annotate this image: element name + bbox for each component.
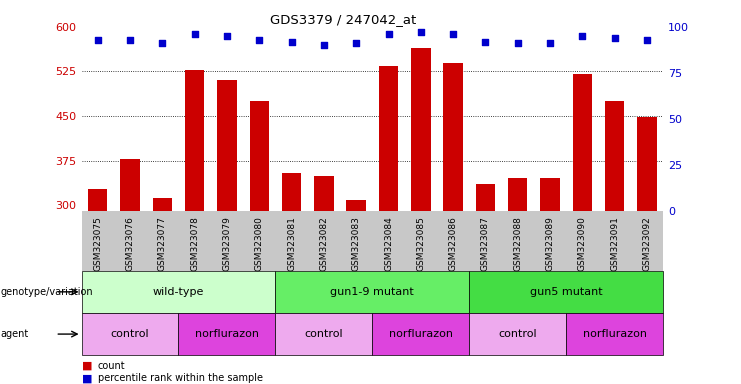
Bar bbox=[379, 66, 398, 384]
Bar bbox=[443, 63, 463, 384]
Text: GSM323080: GSM323080 bbox=[255, 216, 264, 271]
Text: ■: ■ bbox=[82, 373, 92, 383]
Text: ■: ■ bbox=[82, 361, 92, 371]
Point bbox=[512, 40, 524, 46]
Bar bbox=[508, 179, 528, 384]
Bar bbox=[276, 313, 373, 355]
Bar bbox=[314, 175, 333, 384]
Text: GSM323083: GSM323083 bbox=[352, 216, 361, 271]
Point bbox=[253, 37, 265, 43]
Bar bbox=[82, 271, 276, 313]
Text: GSM323087: GSM323087 bbox=[481, 216, 490, 271]
Text: GSM323082: GSM323082 bbox=[319, 216, 328, 271]
Bar bbox=[179, 313, 276, 355]
Text: genotype/variation: genotype/variation bbox=[1, 287, 93, 297]
Text: GSM323079: GSM323079 bbox=[222, 216, 231, 271]
Bar bbox=[566, 313, 663, 355]
Point bbox=[576, 33, 588, 39]
Bar bbox=[373, 313, 469, 355]
Point bbox=[92, 37, 104, 43]
Bar bbox=[469, 271, 663, 313]
Text: control: control bbox=[110, 329, 149, 339]
Text: count: count bbox=[98, 361, 125, 371]
Text: GSM323091: GSM323091 bbox=[611, 216, 619, 271]
Bar bbox=[282, 172, 302, 384]
Bar bbox=[605, 101, 625, 384]
Point bbox=[382, 31, 394, 37]
Bar bbox=[637, 117, 657, 384]
Bar bbox=[276, 271, 469, 313]
Text: GSM323078: GSM323078 bbox=[190, 216, 199, 271]
Text: GSM323081: GSM323081 bbox=[287, 216, 296, 271]
Bar bbox=[120, 159, 139, 384]
Point bbox=[285, 38, 297, 45]
Bar bbox=[82, 313, 179, 355]
Point bbox=[641, 37, 653, 43]
Point bbox=[318, 42, 330, 48]
Text: norflurazon: norflurazon bbox=[195, 329, 259, 339]
Text: GSM323090: GSM323090 bbox=[578, 216, 587, 271]
Text: GSM323084: GSM323084 bbox=[384, 216, 393, 271]
Title: GDS3379 / 247042_at: GDS3379 / 247042_at bbox=[270, 13, 416, 26]
Bar bbox=[88, 189, 107, 384]
Point bbox=[189, 31, 201, 37]
Point bbox=[448, 31, 459, 37]
Text: GSM323076: GSM323076 bbox=[125, 216, 134, 271]
Text: GSM323085: GSM323085 bbox=[416, 216, 425, 271]
Bar bbox=[573, 74, 592, 384]
Text: GSM323075: GSM323075 bbox=[93, 216, 102, 271]
Point bbox=[156, 40, 168, 46]
Text: GSM323077: GSM323077 bbox=[158, 216, 167, 271]
Point bbox=[479, 38, 491, 45]
Bar bbox=[411, 48, 431, 384]
Text: GSM323092: GSM323092 bbox=[642, 216, 651, 271]
Point bbox=[124, 37, 136, 43]
Text: gun1-9 mutant: gun1-9 mutant bbox=[330, 287, 414, 297]
Bar bbox=[540, 179, 559, 384]
Text: control: control bbox=[305, 329, 343, 339]
Text: gun5 mutant: gun5 mutant bbox=[530, 287, 602, 297]
Text: GSM323088: GSM323088 bbox=[514, 216, 522, 271]
Text: agent: agent bbox=[1, 329, 29, 339]
Text: GSM323086: GSM323086 bbox=[448, 216, 458, 271]
Bar bbox=[185, 70, 205, 384]
Point bbox=[350, 40, 362, 46]
Bar bbox=[250, 101, 269, 384]
Bar bbox=[347, 200, 366, 384]
Point bbox=[221, 33, 233, 39]
Bar bbox=[469, 313, 566, 355]
Text: norflurazon: norflurazon bbox=[582, 329, 647, 339]
Text: percentile rank within the sample: percentile rank within the sample bbox=[98, 373, 263, 383]
Point bbox=[609, 35, 621, 41]
Text: control: control bbox=[499, 329, 537, 339]
Point bbox=[544, 40, 556, 46]
Text: norflurazon: norflurazon bbox=[389, 329, 453, 339]
Text: wild-type: wild-type bbox=[153, 287, 204, 297]
Point bbox=[415, 29, 427, 35]
Bar bbox=[153, 198, 172, 384]
Bar bbox=[476, 184, 495, 384]
Bar bbox=[217, 80, 236, 384]
Text: GSM323089: GSM323089 bbox=[545, 216, 554, 271]
